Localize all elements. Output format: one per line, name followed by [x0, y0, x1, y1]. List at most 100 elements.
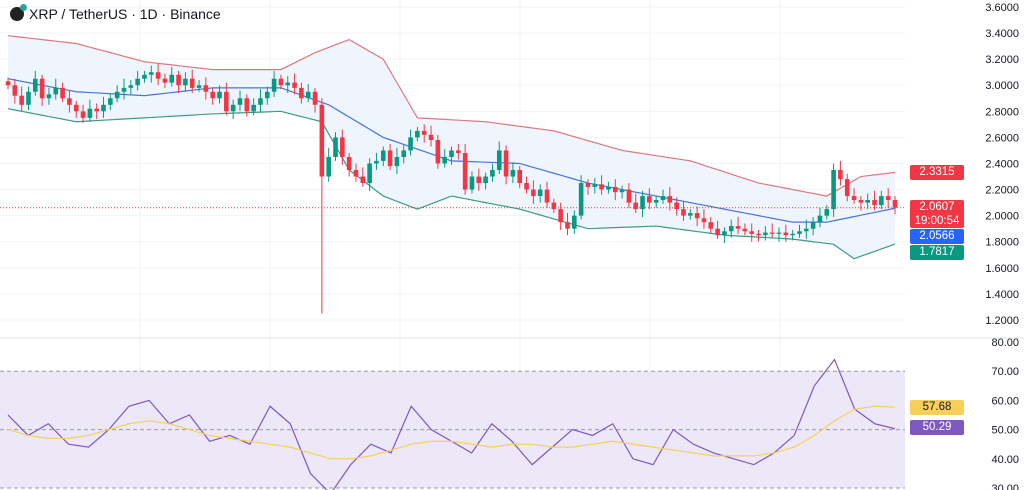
candle-body	[892, 199, 898, 208]
rsi-tick-label: 50.00	[991, 425, 1019, 437]
price-tick-label: 3.2000	[985, 54, 1019, 66]
candle-body	[415, 130, 420, 138]
middle-band-tag: 2.0566	[910, 229, 964, 244]
candle-body	[674, 202, 679, 210]
candle-body	[53, 87, 59, 95]
candle-body	[60, 87, 65, 99]
candle-body	[244, 98, 250, 112]
candle-body	[612, 186, 618, 193]
candle-body	[19, 95, 24, 105]
candle-body	[708, 222, 714, 229]
candle-body	[155, 72, 161, 79]
candle-body	[517, 170, 523, 184]
price-tick-label: 2.4000	[985, 158, 1019, 170]
candle-body	[142, 74, 147, 79]
candle-body	[271, 78, 277, 92]
candle-body	[101, 104, 106, 112]
candle-body	[667, 196, 673, 203]
candle-body	[660, 196, 666, 200]
candle-body	[688, 213, 693, 216]
candle-body	[46, 94, 52, 99]
rsi-tick-label: 60.00	[991, 395, 1019, 407]
candle-body	[353, 170, 359, 177]
price-tick-label: 3.0000	[985, 80, 1019, 92]
candle-body	[5, 81, 11, 86]
candle-body	[462, 153, 468, 190]
candle-body	[681, 209, 686, 216]
candle-body	[510, 170, 516, 177]
candle-body	[872, 199, 877, 206]
candle-body	[844, 179, 850, 197]
candle-body	[128, 85, 134, 88]
candle-body	[824, 209, 830, 216]
candle-body	[148, 72, 154, 75]
candle-body	[401, 150, 407, 157]
candle-body	[585, 183, 591, 187]
candle-body	[551, 202, 557, 210]
candle-body	[380, 150, 386, 161]
candle-body	[299, 87, 304, 99]
candle-body	[769, 232, 775, 234]
candle-body	[865, 199, 871, 203]
xrp-logo-icon	[10, 4, 27, 21]
chart-title: XRP / TetherUS · 1D · Binance	[10, 4, 221, 22]
candle-body	[715, 228, 720, 236]
candle-body	[367, 163, 372, 184]
candle-body	[333, 137, 338, 157]
candle-body	[749, 231, 755, 234]
bollinger-upper	[7, 35, 896, 197]
price-tick-label: 2.6000	[985, 132, 1019, 144]
candle-body	[26, 91, 31, 105]
price-tick-label: 1.8000	[985, 237, 1019, 249]
candle-body	[653, 199, 659, 203]
candle-body	[319, 104, 325, 177]
candle-body	[592, 184, 598, 187]
candle-body	[258, 98, 263, 105]
price-tick-label: 1.2000	[985, 315, 1019, 327]
candle-body	[858, 199, 864, 203]
price-tick-label: 1.4000	[985, 289, 1019, 301]
candle-body	[210, 91, 215, 99]
candle-body	[783, 232, 789, 236]
candle-body	[483, 176, 488, 184]
candle-body	[94, 108, 99, 112]
candle-body	[217, 91, 222, 99]
candle-body	[162, 78, 168, 83]
price-tick-label: 2.0000	[985, 211, 1019, 223]
candle-body	[742, 228, 748, 232]
price-tick-label: 1.6000	[985, 263, 1019, 275]
candle-body	[885, 196, 891, 200]
candle-body	[531, 189, 536, 197]
candle-body	[251, 104, 256, 112]
candle-body	[619, 189, 625, 193]
candle-body	[456, 150, 461, 154]
candle-body	[558, 209, 563, 223]
price-tick-label: 3.4000	[985, 28, 1019, 40]
rsi-ma-tag: 57.68	[910, 400, 964, 415]
candle-body	[599, 184, 604, 190]
price-tick-label: 3.6000	[985, 2, 1019, 14]
candle-body	[476, 176, 482, 184]
candle-body	[756, 233, 761, 236]
candle-body	[524, 183, 529, 190]
candle-body	[224, 91, 229, 112]
candle-body	[360, 176, 366, 184]
rsi-tick-label: 80.00	[991, 337, 1019, 349]
candle-body	[776, 232, 782, 234]
rsi-tick-label: 70.00	[991, 366, 1019, 378]
price-tick-label: 2.8000	[985, 106, 1019, 118]
candle-body	[278, 78, 284, 86]
candle-body	[408, 137, 413, 151]
candle-body	[135, 78, 140, 86]
candle-body	[121, 87, 127, 92]
candle-body	[73, 104, 79, 112]
candle-body	[537, 189, 543, 197]
candle-body	[264, 91, 270, 99]
candle-body	[80, 111, 86, 118]
candle-body	[496, 150, 502, 170]
candle-body	[879, 196, 884, 206]
price-tick-label: 2.2000	[985, 185, 1019, 197]
candle-body	[503, 150, 509, 177]
candle-body	[32, 78, 38, 92]
